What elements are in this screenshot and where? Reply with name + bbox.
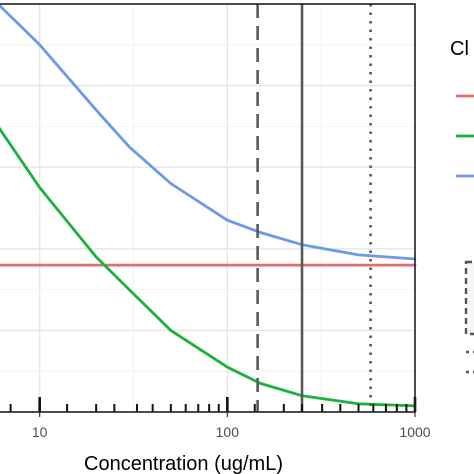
series-line-3 [0, 3, 417, 261]
x-tick-label: 10 [32, 424, 48, 440]
x-tick-label: 100 [216, 424, 240, 440]
plot-border [0, 3, 416, 413]
legend-key-box [464, 260, 474, 336]
reference-lines [256, 4, 372, 412]
x-axis-ticks: 10 100 1000 [32, 412, 431, 440]
series-line-2 [0, 126, 417, 408]
legend-title: Cl [450, 38, 469, 60]
x-tick-label: 1000 [399, 424, 430, 440]
series-lines [0, 3, 417, 408]
x-axis-title: Concentration (ug/mL) [84, 453, 283, 474]
legend-keys [456, 94, 474, 374]
